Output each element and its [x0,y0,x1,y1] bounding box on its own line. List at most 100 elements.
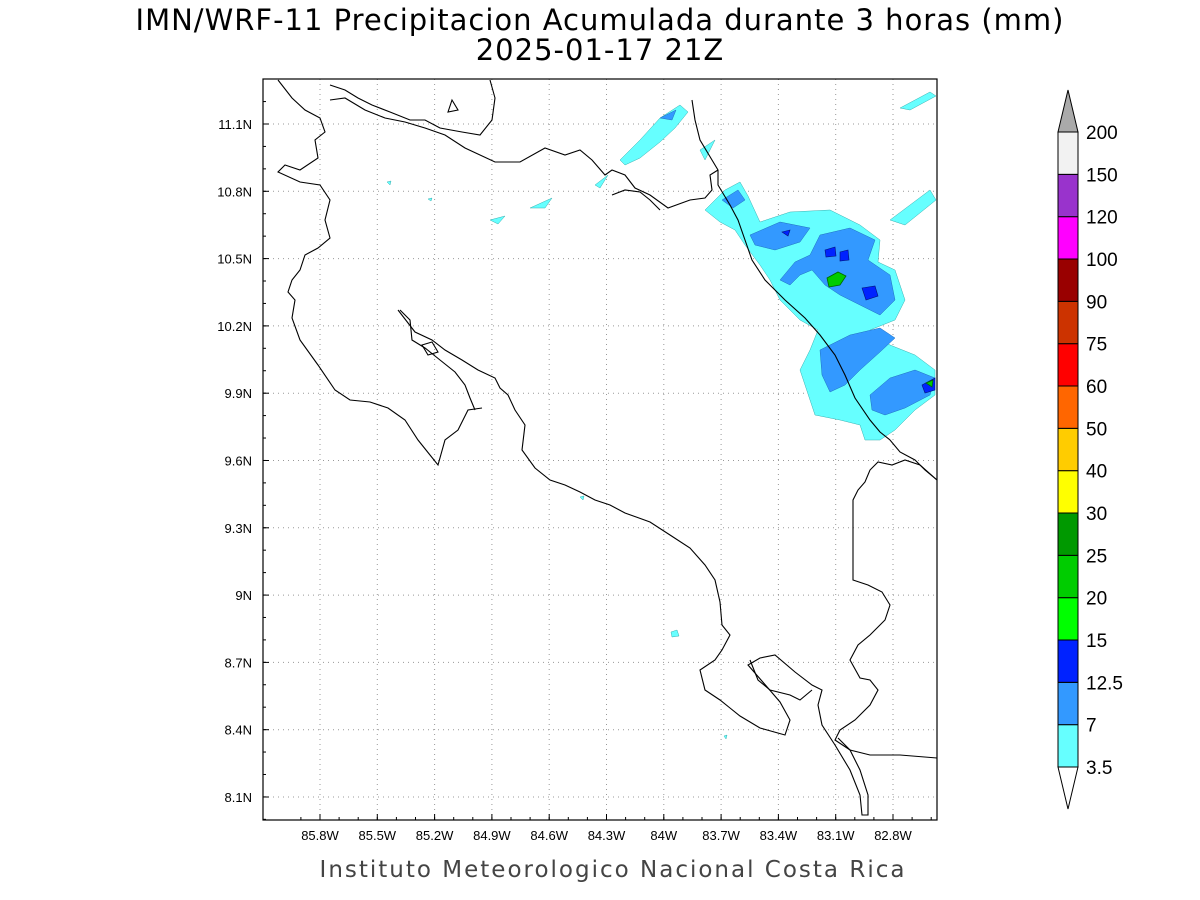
colorbar-label: 150 [1086,165,1118,186]
rain-fields [386,91,937,740]
y-tick-label: 10.5N [217,252,252,267]
panama-border [834,459,938,759]
colorbar-label: 3.5 [1086,758,1112,779]
y-tick-label: 10.8N [217,184,252,199]
x-tick-label: 84.9W [473,828,511,843]
y-tick-label: 9.3N [225,521,252,536]
x-tick-label: 85.5W [359,828,397,843]
chart-subtitle: 2025-01-17 21Z [475,33,725,67]
map-grid [263,79,937,820]
rain-spot-5 [579,495,585,501]
y-tick-label: 11.1N [218,117,252,132]
map-frame [262,78,938,821]
y-tick-label: 8.1N [225,790,252,805]
y-tick-label: 10.2N [217,319,252,334]
rain-heavy-2 [839,249,850,262]
colorbar-label: 75 [1086,335,1107,356]
rain-heavy [781,229,936,394]
y-tick-label: 9.9N [225,386,252,401]
colorbar-label: 200 [1086,123,1118,144]
pacific-coast-north [277,79,483,467]
rain-heavy-5 [781,229,791,237]
colorbar-label: 15 [1086,631,1107,652]
colorbar-label: 50 [1086,419,1107,440]
x-tick-label: 85.8W [301,828,339,843]
y-tick-label: 8.7N [225,655,252,670]
colorbar-swatch [1057,131,1079,175]
lake-island [447,98,459,113]
x-tick-label: 83.1W [817,828,855,843]
x-tick-label: 84.3W [588,828,626,843]
colorbar-swatch [1057,385,1079,429]
colorbar-swatch [1057,300,1079,345]
colorbar-swatch [1057,427,1079,472]
footer-credit: Instituto Meteorologico Nacional Costa R… [319,857,907,883]
nicaragua-border [329,97,719,209]
rain-moderate-4 [819,327,896,393]
caribbean-spit [611,189,661,211]
colorbar-label: 40 [1086,462,1107,483]
colorbar-label: 7 [1086,716,1097,737]
colorbar-swatch [1057,597,1079,641]
rain-area-small-3 [529,197,553,209]
x-tick-label: 83.7W [702,828,740,843]
rain-intense-2 [925,379,934,388]
latitude-ticks: 11.1N 10.8N 10.5N 10.2N 9.9N 9.6N 9.3N 9N 8.7N 8.… [217,101,269,820]
caribbean-coast [691,99,938,481]
colorbar-swatch [1057,724,1079,768]
colorbar-swatch [1057,470,1079,514]
colorbar-label: 30 [1086,504,1107,525]
colorbar-swatch [1057,258,1079,302]
rain-spot-4 [386,180,392,186]
colorbar-swatch [1057,681,1079,726]
colorbar-swatch [1057,343,1079,387]
rain-heavy-3 [861,285,879,301]
y-tick-label: 8.4N [225,723,252,738]
rain-area-north-2 [699,139,716,161]
nicoya-peninsula [397,309,869,816]
rain-moderate-6 [659,109,677,121]
rain-area-ne-strip [899,91,937,111]
osa-peninsula [749,659,813,701]
rain-moderate-5 [869,369,936,416]
rain-moderate-1 [721,189,746,209]
y-tick-label: 9N [235,588,252,603]
colorbar-swatch [1057,512,1079,556]
colorbar-label: 100 [1086,250,1118,271]
rain-intense [826,271,934,388]
colorbar-label: 12.5 [1086,673,1123,694]
colorbar-swatch [1057,639,1079,683]
colorbar-label: 20 [1086,589,1107,610]
longitude-ticks: 85.8W 85.5W 85.2W 84.9W 84.6W 84.3W 84W 83.7W 83… [300,814,932,843]
rain-area-ne-strip-2 [889,189,937,226]
colorbar-swatch [1057,554,1079,599]
rain-heavy-1 [824,246,837,258]
rain-intense-1 [826,271,847,288]
rain-spots [386,180,728,740]
x-tick-label: 84.6W [530,828,568,843]
lake-coast [329,79,496,136]
colorbar: 3.5 7 12.5 15 20 25 30 40 50 60 75 90 100 120 150 200 [1057,89,1123,810]
colorbar-label: 90 [1086,292,1107,313]
rain-spot-3 [427,197,433,202]
colorbar-swatch [1057,173,1079,218]
colorbar-label: 120 [1086,208,1118,229]
rain-area-small-1 [594,174,609,189]
colorbar-label: 60 [1086,377,1107,398]
coastlines [277,79,938,816]
colorbar-min-arrow [1057,766,1079,810]
chart-title: IMN/WRF-11 Precipitacion Acumulada duran… [135,3,1065,37]
rain-area-small-2 [489,215,506,225]
x-tick-label: 82.8W [874,828,912,843]
colorbar-swatch [1057,216,1079,260]
x-tick-label: 83.4W [760,828,798,843]
x-tick-label: 85.2W [416,828,454,843]
x-tick-label: 84W [650,828,677,843]
colorbar-label: 25 [1086,546,1107,567]
rain-moderate-2 [749,221,811,251]
gulf-island [421,341,439,356]
rain-spot-2 [723,734,728,740]
y-tick-label: 9.6N [225,454,252,469]
colorbar-max-arrow [1057,89,1079,133]
